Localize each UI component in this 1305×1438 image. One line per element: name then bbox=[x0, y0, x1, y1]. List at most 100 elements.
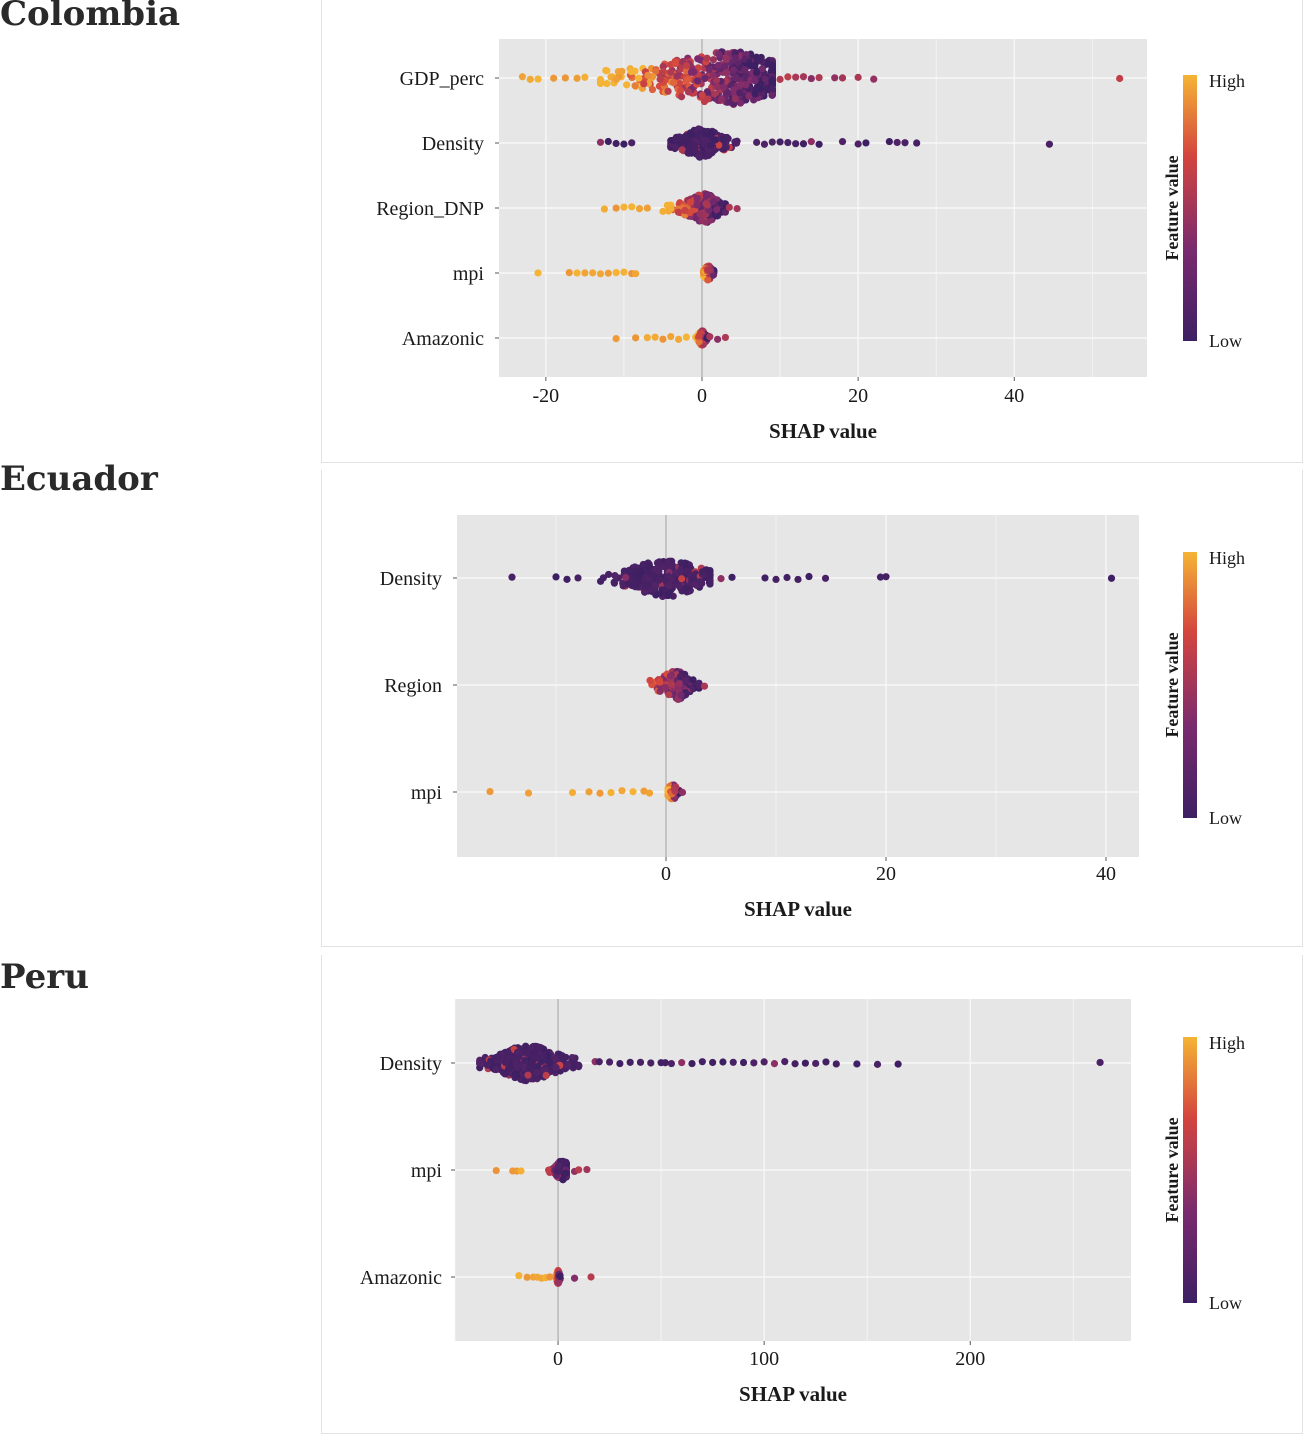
feature-label: Density bbox=[380, 568, 442, 590]
shap-point bbox=[709, 1058, 717, 1067]
shap-point bbox=[760, 140, 769, 148]
shap-point bbox=[684, 88, 693, 96]
shap-point bbox=[876, 573, 885, 581]
shap-point bbox=[635, 205, 644, 213]
shap-point bbox=[706, 579, 714, 587]
shap-point bbox=[596, 138, 605, 146]
shap-point bbox=[647, 1059, 655, 1067]
shap-point bbox=[633, 582, 642, 590]
shap-point bbox=[618, 67, 626, 75]
feature-label: mpi bbox=[453, 263, 485, 285]
shap-point bbox=[676, 79, 684, 88]
legend-title: Feature value bbox=[1162, 1117, 1182, 1222]
shap-point bbox=[698, 568, 707, 576]
legend-title: Feature value bbox=[1162, 632, 1182, 737]
feature-swarm-region_dnp bbox=[600, 190, 741, 226]
shap-point bbox=[732, 74, 740, 82]
shap-point bbox=[546, 1273, 554, 1281]
shap-point bbox=[717, 575, 725, 583]
shap-point bbox=[741, 66, 749, 74]
shap-point bbox=[704, 95, 712, 103]
shap-point bbox=[604, 269, 612, 277]
shap-point bbox=[805, 572, 813, 581]
shap-point bbox=[768, 90, 776, 98]
feature-swarm-region bbox=[646, 667, 709, 703]
country-title-peru: Peru bbox=[0, 957, 89, 997]
shap-point bbox=[556, 1272, 564, 1281]
shap-point bbox=[731, 138, 739, 146]
shap-point bbox=[573, 74, 581, 82]
shap-point bbox=[721, 208, 730, 216]
shap-point bbox=[600, 205, 608, 213]
shap-point bbox=[873, 1060, 882, 1068]
shap-point bbox=[709, 71, 717, 79]
shap-point bbox=[703, 201, 711, 209]
shap-point bbox=[681, 676, 690, 685]
shap-point bbox=[554, 1162, 563, 1170]
shap-point bbox=[659, 335, 667, 343]
shap-point bbox=[691, 147, 699, 155]
legend-colorbar bbox=[1183, 1037, 1197, 1303]
shap-point bbox=[687, 68, 696, 76]
shap-point bbox=[523, 1273, 531, 1281]
shap-point bbox=[667, 205, 675, 213]
x-axis-title: SHAP value bbox=[769, 419, 877, 443]
shap-point bbox=[670, 79, 678, 87]
shap-point bbox=[632, 270, 640, 278]
shap-point bbox=[612, 269, 620, 277]
shap-point bbox=[644, 71, 652, 79]
shap-point bbox=[655, 567, 663, 575]
shap-point bbox=[636, 1058, 645, 1066]
shap-point bbox=[1116, 74, 1124, 83]
shap-point bbox=[546, 1058, 554, 1067]
shap-point bbox=[492, 1166, 500, 1175]
shap-point bbox=[729, 66, 738, 74]
shap-point bbox=[494, 1053, 502, 1061]
shap-point bbox=[768, 138, 776, 146]
shap-point bbox=[740, 55, 748, 63]
shap-point bbox=[563, 575, 571, 583]
shap-point bbox=[641, 588, 649, 596]
shap-point bbox=[596, 270, 605, 278]
legend-title: Feature value bbox=[1162, 155, 1182, 260]
feature-swarm-mpi bbox=[486, 781, 687, 803]
shap-point bbox=[533, 1042, 541, 1051]
shap-point bbox=[838, 74, 847, 82]
shap-chart-ecuador: Density Region mpi 0 20 40 SHAP value High Low Fe… bbox=[380, 515, 1245, 921]
shap-point bbox=[595, 1058, 603, 1066]
panel-divider bbox=[321, 1433, 1303, 1434]
shap-point bbox=[838, 137, 847, 146]
shap-point bbox=[792, 73, 800, 81]
feature-swarm-gdp_perc bbox=[518, 48, 1124, 108]
shap-point bbox=[751, 90, 759, 98]
shap-point bbox=[821, 574, 830, 582]
plot-background bbox=[457, 515, 1139, 857]
shap-point bbox=[725, 203, 733, 211]
x-tick-label: 200 bbox=[955, 1348, 985, 1370]
shap-point bbox=[561, 74, 569, 82]
shap-point bbox=[745, 92, 753, 100]
shap-point bbox=[583, 1165, 591, 1174]
shap-point bbox=[730, 86, 738, 94]
panel-divider bbox=[321, 462, 1303, 463]
shap-point bbox=[737, 80, 745, 89]
shap-point bbox=[741, 73, 750, 81]
feature-label: GDP_perc bbox=[400, 68, 485, 90]
shap-point bbox=[885, 137, 893, 146]
shap-point bbox=[894, 1060, 902, 1068]
shap-point bbox=[794, 575, 802, 584]
feature-label: mpi bbox=[411, 782, 443, 804]
shap-point bbox=[619, 582, 627, 590]
shap-point bbox=[677, 93, 686, 101]
shap-point bbox=[661, 683, 669, 691]
legend-low-label: Low bbox=[1209, 808, 1242, 828]
shap-point bbox=[631, 82, 639, 90]
shap-point bbox=[538, 1052, 546, 1060]
shap-point bbox=[706, 333, 714, 341]
shap-point bbox=[678, 146, 686, 154]
shap-point bbox=[714, 61, 723, 69]
shap-point bbox=[713, 83, 721, 91]
shap-point bbox=[603, 80, 611, 88]
shap-point bbox=[822, 1058, 830, 1066]
legend-low-label: Low bbox=[1209, 1293, 1242, 1313]
